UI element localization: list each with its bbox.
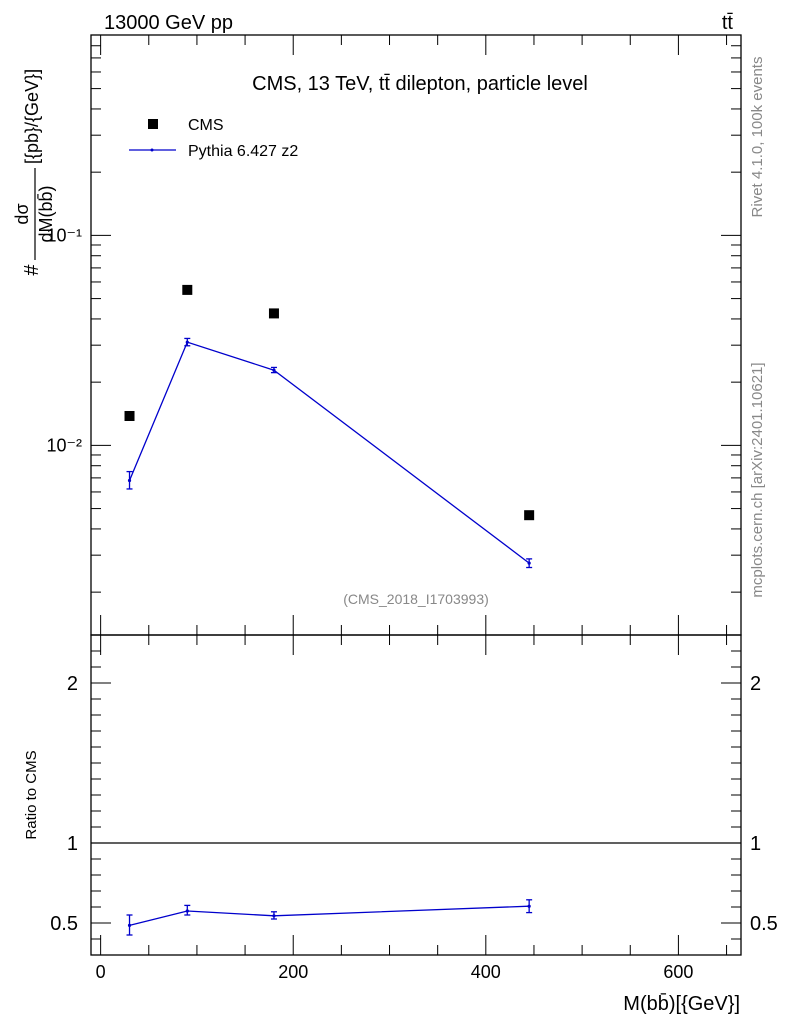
main-y-tick-label: 10⁻²	[46, 435, 82, 455]
ratio-data-point	[527, 904, 531, 908]
pythia-data-point	[127, 478, 132, 483]
ratio-data-point	[272, 914, 276, 918]
legend-pythia-label: Pythia 6.427 z2	[188, 143, 298, 160]
ratio-y-tick-label-left: 0.5	[50, 913, 78, 935]
process-label: 13000 GeV pp	[104, 12, 233, 34]
y-label-numerator: dσ	[12, 203, 32, 224]
x-tick-label: 200	[278, 962, 308, 982]
ratio-plot-frame	[90, 634, 742, 956]
ratio-y-tick-label-right: 0.5	[750, 913, 778, 935]
ratio-pythia-line	[129, 905, 530, 927]
ratio-x-tick-labels: 0 200 400 600	[96, 962, 694, 982]
ratio-data-point	[185, 909, 189, 913]
ratio-data-point	[127, 923, 132, 928]
y-label-prefix: #	[21, 264, 43, 276]
ratio-y-tick-label-left: 1	[67, 833, 78, 855]
final-state-label: tt̄	[722, 12, 734, 34]
analysis-id-label: (CMS_2018_I1703993)	[343, 591, 489, 607]
main-series-layer	[124, 284, 535, 569]
cms-data-point	[524, 510, 535, 521]
ratio-plot-panel: 0.5 0.5 1 1 2 2 0 200 400 600 Ratio to CMS M(bb̄…	[23, 634, 778, 1015]
cms-data-point	[268, 308, 279, 319]
ratio-x-axis-ticks	[100, 635, 728, 955]
cms-data-point	[182, 284, 193, 295]
cms-data-point	[124, 410, 135, 421]
legend-cms-marker	[148, 119, 158, 129]
main-y-tick-label: 10⁻¹	[46, 225, 82, 245]
ratio-y-tick-label-left: 2	[67, 673, 78, 695]
legend: CMS Pythia 6.427 z2	[129, 117, 298, 160]
ratio-series-layer	[91, 842, 741, 936]
plot-title: CMS, 13 TeV, tt̄ dilepton, particle leve…	[252, 73, 588, 95]
legend-pythia-marker	[150, 148, 154, 152]
pythia-line	[128, 341, 530, 564]
pythia-data-point	[527, 561, 531, 565]
y-label-unit: [{pb}/{GeV}]	[22, 69, 42, 164]
ratio-y-tick-labels: 0.5 0.5 1 1 2 2	[50, 673, 778, 935]
pythia-data-point	[272, 368, 276, 372]
x-tick-label: 400	[471, 962, 501, 982]
pythia-data-point	[185, 340, 189, 344]
x-tick-label: 600	[663, 962, 693, 982]
main-plot-panel: CMS, 13 TeV, tt̄ dilepton, particle leve…	[12, 34, 742, 636]
rivet-version-label: Rivet 4.1.0, 100k events	[749, 57, 766, 218]
ratio-y-tick-label-right: 2	[750, 673, 761, 695]
ratio-y-tick-label-right: 1	[750, 833, 761, 855]
x-axis-label: M(bb̄)[{GeV}]	[623, 992, 740, 1015]
y-label-denominator: dM(bb̄)	[36, 185, 56, 242]
main-y-axis-label: # dσ dM(bb̄) [{pb}/{GeV}]	[12, 69, 56, 276]
legend-cms-label: CMS	[188, 117, 224, 134]
main-y-tick-labels: 10⁻² 10⁻¹	[46, 225, 82, 455]
main-y-axis-ticks	[91, 34, 741, 593]
main-x-axis-ticks	[100, 35, 728, 635]
ratio-y-axis-ticks	[91, 650, 741, 940]
mcplots-source-label: mcplots.cern.ch [arXiv:2401.10621]	[749, 362, 766, 597]
ratio-y-axis-label: Ratio to CMS	[23, 750, 40, 839]
x-tick-label: 0	[96, 962, 106, 982]
